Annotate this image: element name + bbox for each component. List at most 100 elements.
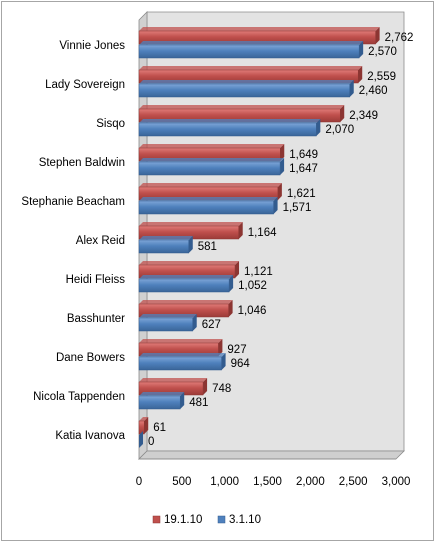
bar-top-face bbox=[139, 378, 208, 382]
legend-swatch bbox=[152, 515, 161, 524]
data-label: 627 bbox=[202, 319, 221, 331]
category-labels: Vinnie Jones Lady Sovereign Sisqo Stephen B… bbox=[21, 40, 125, 442]
x-tick-label: 500 bbox=[172, 476, 191, 488]
category-label: Stephen Baldwin bbox=[39, 157, 125, 169]
bar bbox=[138, 278, 230, 293]
bar-end-face bbox=[238, 222, 243, 239]
x-tick-labels: 0 500 1,000 1,500 2,000 2,500 3,000 bbox=[136, 476, 411, 488]
data-label: 581 bbox=[198, 241, 217, 253]
bar bbox=[138, 317, 193, 332]
bar-end-face bbox=[273, 197, 278, 214]
bar-end-face bbox=[358, 66, 363, 83]
bar-top-face bbox=[139, 105, 345, 109]
bar bbox=[138, 122, 317, 137]
category-label: Stephanie Beacham bbox=[21, 196, 125, 208]
category-label: Lady Sovereign bbox=[45, 79, 125, 91]
bar bbox=[138, 420, 145, 435]
bar-top-face bbox=[139, 158, 285, 162]
bar bbox=[138, 239, 190, 254]
data-label: 2,559 bbox=[367, 71, 396, 83]
data-labels: 2,762 2,570 2,559 2,460 2,349 2,070 1,649 1,647… bbox=[148, 32, 413, 448]
bar-end-face bbox=[359, 41, 364, 58]
bar-end-face bbox=[229, 275, 234, 292]
bar bbox=[138, 356, 222, 371]
bar-end-face bbox=[218, 339, 223, 356]
category-label: Nicola Tappenden bbox=[33, 391, 125, 403]
data-label: 2,570 bbox=[368, 46, 397, 58]
data-label: 964 bbox=[231, 358, 251, 370]
category-label: Katia Ivanova bbox=[55, 430, 125, 442]
data-label: 2,762 bbox=[385, 32, 414, 44]
category-label: Basshunter bbox=[67, 313, 125, 325]
bar-end-face bbox=[316, 119, 321, 136]
data-label: 1,052 bbox=[238, 280, 267, 292]
legend-label: 19.1.10 bbox=[164, 514, 202, 526]
bar-top-face bbox=[139, 119, 321, 123]
x-tick-label: 3,000 bbox=[382, 476, 411, 488]
x-tick-label: 0 bbox=[136, 476, 142, 488]
data-label: 1,621 bbox=[287, 188, 316, 200]
x-tick-label: 2,000 bbox=[296, 476, 325, 488]
bar-top-face bbox=[139, 417, 149, 421]
bar-top-face bbox=[139, 183, 282, 187]
data-label: 2,070 bbox=[325, 124, 354, 136]
bar-top-face bbox=[139, 222, 243, 226]
bar-end-face bbox=[203, 378, 208, 395]
bar-top-face bbox=[139, 314, 197, 318]
bar bbox=[138, 44, 360, 59]
bar bbox=[138, 83, 350, 98]
bar-end-face bbox=[375, 27, 380, 44]
bar-end-face bbox=[188, 236, 193, 253]
bar-top-face bbox=[139, 197, 278, 201]
data-label: 61 bbox=[153, 422, 166, 434]
bar-top-face bbox=[139, 261, 240, 265]
data-label: 1,649 bbox=[289, 149, 318, 161]
legend-swatch bbox=[217, 515, 226, 524]
bar-end-face bbox=[144, 417, 149, 434]
bar-top-face bbox=[139, 27, 380, 31]
category-label: Alex Reid bbox=[76, 235, 125, 247]
bar-end-face bbox=[349, 80, 354, 97]
x-tick-label: 1,500 bbox=[253, 476, 282, 488]
bar-top-face bbox=[139, 80, 354, 84]
bars bbox=[138, 27, 380, 448]
plot-floor bbox=[138, 450, 405, 460]
data-label: 481 bbox=[189, 397, 208, 409]
bar-end-face bbox=[180, 392, 185, 409]
bar-end-face bbox=[192, 314, 197, 331]
data-label: 1,647 bbox=[289, 163, 318, 175]
bar bbox=[138, 395, 181, 410]
bar-end-face bbox=[340, 105, 345, 122]
bar bbox=[138, 200, 274, 215]
bar-end-face bbox=[221, 353, 226, 370]
data-label: 1,164 bbox=[248, 227, 277, 239]
bar-top-face bbox=[139, 144, 285, 148]
data-label: 2,460 bbox=[359, 85, 388, 97]
data-label: 1,571 bbox=[283, 202, 312, 214]
bar-top-face bbox=[139, 236, 193, 240]
data-label: 2,349 bbox=[349, 110, 378, 122]
data-label: 748 bbox=[212, 383, 231, 395]
bar-end-face bbox=[228, 300, 233, 317]
bar-top-face bbox=[139, 392, 185, 396]
bar-top-face bbox=[139, 66, 363, 70]
data-label: 927 bbox=[227, 344, 246, 356]
bar-top-face bbox=[139, 353, 226, 357]
data-label: 1,046 bbox=[238, 305, 267, 317]
x-tick-label: 2,500 bbox=[339, 476, 368, 488]
legend-label: 3.1.10 bbox=[229, 514, 261, 526]
data-label: 0 bbox=[148, 436, 154, 448]
bar-top-face bbox=[139, 339, 223, 343]
category-label: Vinnie Jones bbox=[59, 40, 125, 52]
bar bbox=[138, 161, 281, 176]
bar-end-face bbox=[280, 158, 285, 175]
category-label: Dane Bowers bbox=[56, 352, 125, 364]
bar-end-face bbox=[139, 431, 143, 448]
category-label: Sisqo bbox=[96, 118, 125, 130]
bar-top-face bbox=[139, 41, 364, 45]
x-tick-label: 1,000 bbox=[210, 476, 239, 488]
bar-top-face bbox=[139, 275, 234, 279]
bar-top-face bbox=[139, 300, 233, 304]
bar-end-face bbox=[277, 183, 282, 200]
